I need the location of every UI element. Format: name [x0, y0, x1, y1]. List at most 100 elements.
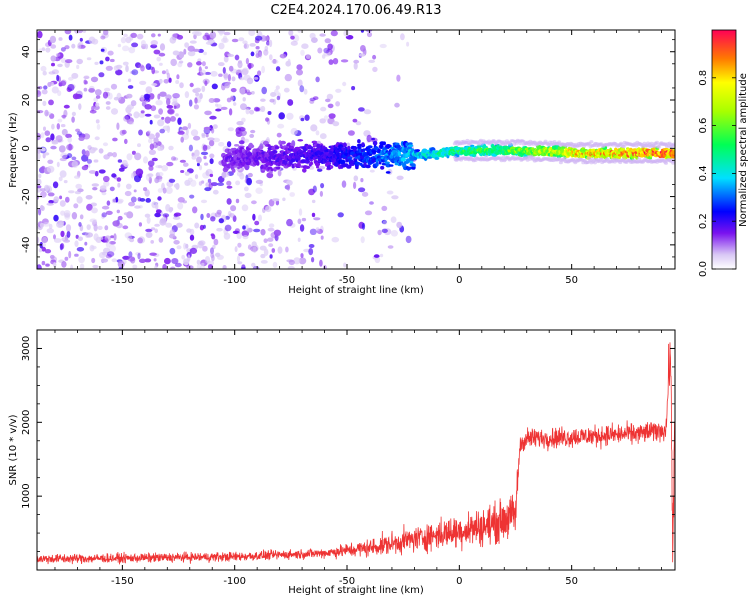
spectrogram-cell	[198, 164, 203, 171]
spectrogram-cell	[64, 45, 70, 50]
spectrogram-cell	[212, 98, 221, 103]
spectrogram-cell	[308, 244, 315, 248]
spectrogram-cell	[148, 133, 156, 140]
colorbar-ramp	[712, 30, 736, 269]
spectrogram-cell	[124, 138, 128, 145]
spectrogram-cell	[244, 186, 249, 192]
spectrogram-cell	[200, 151, 209, 156]
spectrogram-cell	[144, 258, 152, 263]
spectrogram-cell	[37, 90, 41, 95]
spectrogram-cell	[215, 103, 219, 107]
spectrogram-cell	[115, 69, 123, 76]
spectrogram-cell	[193, 104, 199, 110]
spectrogram-cell	[102, 142, 109, 147]
spectrogram-cell	[202, 245, 208, 252]
spectrogram-cell	[236, 232, 242, 239]
spectrogram-cell	[120, 36, 127, 44]
spectrogram-cell	[57, 222, 64, 228]
spectrogram-cell	[173, 105, 177, 110]
spectrogram-cell	[66, 144, 74, 151]
spectrogram-cell	[83, 75, 90, 79]
spectrogram-cell	[382, 220, 388, 225]
spectrogram-cell	[260, 98, 266, 102]
spectrogram-cell	[145, 228, 153, 233]
spectrogram-cell	[137, 237, 144, 244]
spectrogram-cell	[166, 98, 171, 106]
spectrogram-cell	[53, 262, 57, 268]
spectrogram-cell	[155, 209, 162, 214]
spectrogram-cell	[213, 238, 219, 246]
spectrogram-ridge-cell	[307, 146, 314, 150]
spectrogram-cell	[60, 57, 66, 63]
spectrogram-cell	[68, 34, 73, 41]
spectrogram-cell	[204, 80, 208, 86]
spectrogram-cell	[355, 121, 362, 126]
spectrogram-cell	[239, 77, 245, 81]
spectrogram-cell	[38, 48, 46, 52]
spectrogram-cell	[90, 76, 99, 83]
spectrogram-cell	[58, 76, 61, 83]
spectrogram-cell	[81, 165, 89, 171]
spectrogram-cell	[342, 81, 347, 87]
spectrogram-cell	[196, 156, 202, 164]
spectrogram-cell	[189, 234, 195, 241]
spectrogram-cell	[272, 261, 278, 268]
spectrogram-cell	[320, 183, 325, 189]
spectrogram-cell	[194, 222, 200, 229]
x-tick-label: -150	[111, 576, 134, 587]
spectrogram-cell	[122, 45, 130, 52]
spectrogram-cell	[255, 107, 261, 112]
spectrogram-cell	[104, 225, 109, 231]
colorbar-frame	[711, 29, 737, 270]
spectrogram-cell	[300, 253, 304, 258]
spectrogram-cell	[151, 66, 156, 75]
spectrogram-cell	[165, 69, 169, 75]
spectrogram-cell	[226, 180, 232, 186]
spectrogram-y-ticks: -40 -20 0 20 40	[21, 39, 675, 258]
spectrogram-cell	[242, 40, 248, 45]
spectrogram-cell	[164, 116, 171, 124]
spectrogram-cell	[320, 106, 327, 112]
spectrogram-cell	[353, 175, 359, 182]
spectrogram-cell	[53, 234, 56, 240]
spectrogram-cell	[248, 62, 252, 70]
snr-x-ticks: -150 -100 -50 0 50	[54, 330, 662, 587]
spectrogram-cell	[110, 235, 114, 239]
spectrogram-cell	[276, 132, 282, 138]
spectrogram-cell	[74, 30, 80, 34]
spectrogram-cell	[178, 51, 185, 59]
spectrogram-cell	[111, 258, 118, 263]
spectrogram-cell	[41, 236, 48, 243]
spectrogram-cell	[157, 165, 163, 169]
spectrogram-cell	[238, 127, 246, 132]
spectrogram-cell	[96, 123, 101, 130]
spectrogram-cell	[150, 40, 158, 46]
spectrogram-cell	[146, 216, 151, 224]
spectrogram-cell	[84, 241, 88, 246]
spectrogram-cell	[236, 255, 241, 263]
spectrogram-cell	[227, 74, 231, 82]
spectrogram-cell	[275, 66, 281, 72]
spectrogram-cell	[176, 222, 183, 228]
spectrogram-cell	[218, 73, 223, 77]
spectrogram-cell	[102, 91, 109, 99]
spectrogram-ridge-cell	[329, 165, 334, 169]
spectrogram-cell	[86, 203, 93, 211]
spectrogram-halo-cell	[586, 156, 591, 160]
spectrogram-cell	[71, 43, 76, 49]
spectrogram-cell	[124, 115, 131, 120]
spectrogram-cell	[95, 102, 100, 107]
spectrogram-cell	[218, 62, 225, 67]
spectrogram-cell	[335, 101, 340, 107]
spectrogram-cell	[116, 92, 122, 101]
spectrogram-cell	[144, 113, 152, 117]
spectrogram-cell	[107, 152, 113, 157]
spectrogram-cell	[40, 147, 46, 152]
spectrogram-cell	[309, 97, 316, 102]
spectrogram-cell	[143, 93, 151, 100]
spectrogram-cell	[45, 137, 52, 143]
spectrogram-cell	[138, 236, 146, 244]
spectrogram-cell	[312, 185, 317, 193]
spectrogram-cell	[328, 113, 336, 119]
spectrogram-cell	[109, 58, 115, 63]
